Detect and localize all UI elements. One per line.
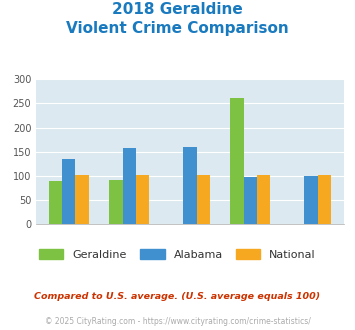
Bar bbox=[183, 147, 197, 224]
Text: Violent Crime Comparison: Violent Crime Comparison bbox=[66, 21, 289, 36]
Text: Compared to U.S. average. (U.S. average equals 100): Compared to U.S. average. (U.S. average … bbox=[34, 292, 321, 301]
Bar bbox=[244, 178, 257, 224]
Text: © 2025 CityRating.com - https://www.cityrating.com/crime-statistics/: © 2025 CityRating.com - https://www.city… bbox=[45, 317, 310, 326]
Bar bbox=[62, 159, 76, 224]
Bar bbox=[136, 175, 149, 224]
Bar bbox=[197, 175, 210, 224]
Text: 2018 Geraldine: 2018 Geraldine bbox=[112, 2, 243, 16]
Legend: Geraldine, Alabama, National: Geraldine, Alabama, National bbox=[34, 244, 321, 264]
Bar bbox=[109, 180, 123, 224]
Bar bbox=[123, 148, 136, 224]
Bar bbox=[304, 176, 318, 224]
Bar bbox=[230, 98, 244, 224]
Bar bbox=[318, 175, 331, 224]
Bar bbox=[49, 181, 62, 224]
Bar bbox=[76, 175, 89, 224]
Bar bbox=[257, 175, 271, 224]
